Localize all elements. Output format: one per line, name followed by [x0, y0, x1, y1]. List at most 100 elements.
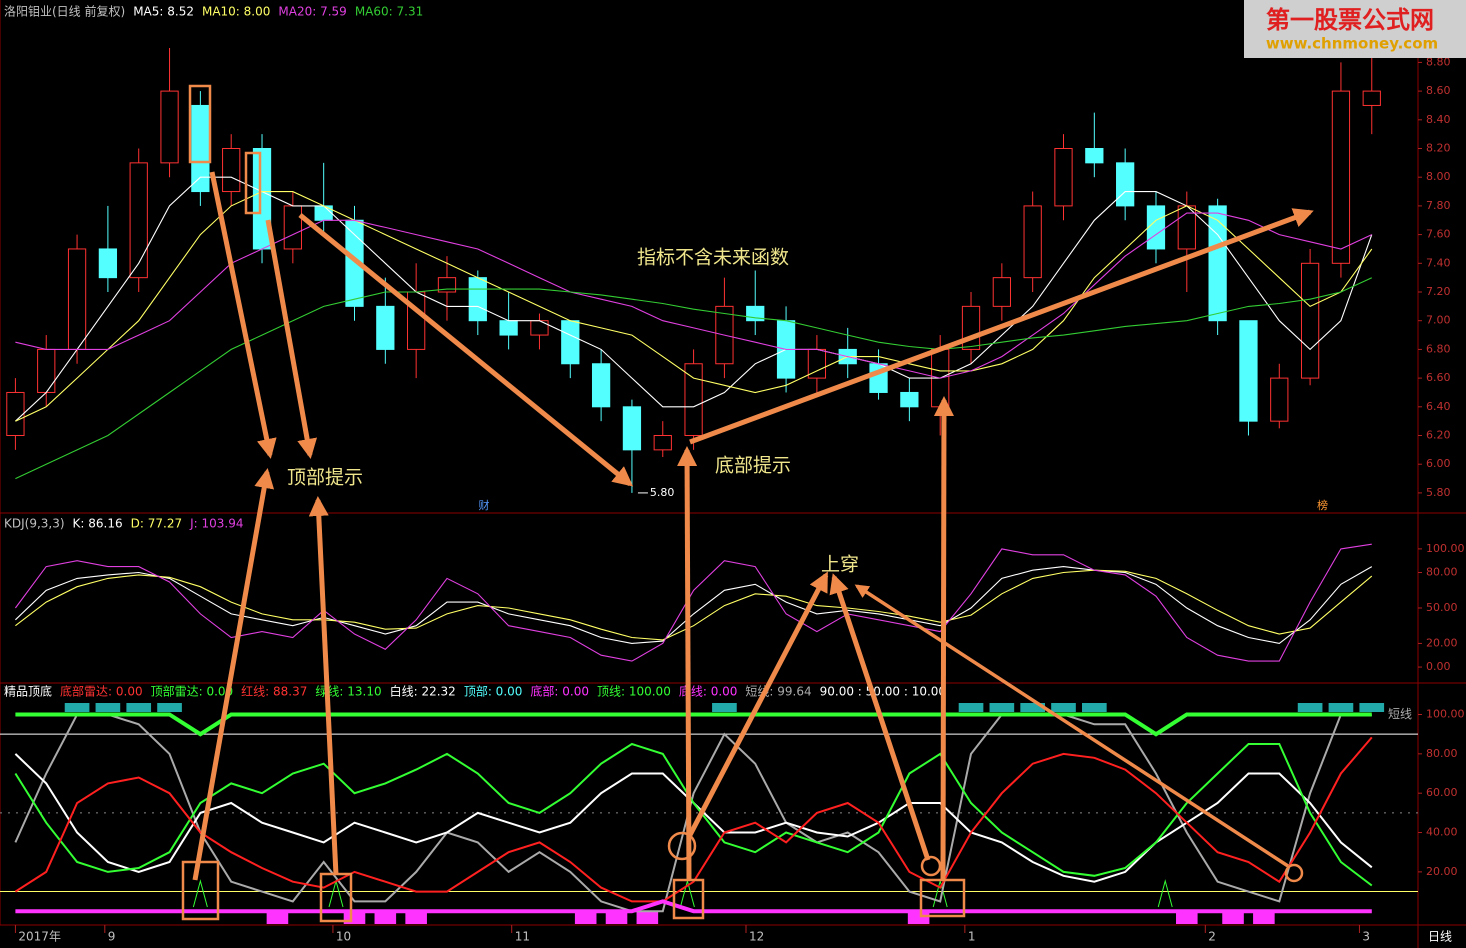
y-tick-label: 7.00	[1426, 314, 1451, 327]
y-tick-label: 20.00	[1426, 865, 1458, 878]
y-tick-label: 7.20	[1426, 285, 1451, 298]
candle-body	[1085, 148, 1104, 164]
annotation: 顶部提示	[287, 467, 363, 489]
top-radar-block	[1051, 703, 1076, 712]
y-tick-label: 6.00	[1426, 457, 1451, 470]
candle-body	[376, 305, 395, 350]
watermark-box	[1244, 0, 1466, 58]
event-marker: 财	[478, 498, 489, 512]
bottom-radar-block	[1253, 912, 1275, 924]
candle-body	[591, 363, 611, 408]
arrow	[265, 219, 318, 459]
series-line	[14, 713, 1372, 913]
candle-body	[407, 291, 426, 350]
arrow	[829, 573, 931, 861]
legend-entry: 90.00 : 50.00 : 10.00	[820, 685, 946, 699]
candle-body	[961, 305, 981, 350]
panel-title: 洛阳钼业(日线 前复权)	[4, 4, 125, 19]
short-label: 短线	[1388, 707, 1412, 721]
series-line	[14, 736, 1373, 903]
panel-title: KDJ(9,3,3)	[4, 517, 65, 531]
box	[188, 84, 212, 164]
candle-body	[561, 320, 580, 365]
legend-entry: J: 103.94	[189, 517, 243, 531]
candle-body	[900, 391, 919, 408]
top-radar-block	[64, 703, 90, 712]
y-tick-label: 40.00	[1426, 826, 1458, 839]
candle-body	[191, 104, 210, 193]
y-tick-label: 80.00	[1426, 747, 1458, 760]
signal-triangle	[192, 879, 208, 908]
candle-body	[314, 205, 333, 221]
arrow	[689, 208, 1314, 445]
y-tick-label: 0.00	[1426, 660, 1451, 673]
bottom-radar-block	[374, 912, 397, 924]
candle-body	[129, 162, 148, 279]
y-tick-label: 8.00	[1426, 170, 1451, 183]
legend-entry: 白线: 22.32	[390, 684, 456, 699]
y-tick-label: 100.00	[1426, 542, 1465, 555]
x-tick-label: 2017年	[18, 930, 61, 944]
legend-entry: MA10: 8.00	[202, 5, 270, 19]
candle-body	[622, 406, 642, 451]
y-tick-label: 8.40	[1426, 113, 1451, 126]
legend-entry: 底部雷达: 0.00	[60, 684, 143, 699]
y-tick-label: 7.40	[1426, 256, 1451, 269]
top-radar-block	[1328, 703, 1354, 712]
legend-entry: 绿线: 13.10	[315, 684, 381, 699]
candle-body	[468, 277, 487, 322]
candle-body	[1208, 205, 1227, 322]
arrow	[854, 584, 1289, 868]
y-tick-label: 100.00	[1426, 708, 1465, 721]
candle-body	[160, 90, 179, 164]
candle-body	[437, 277, 457, 293]
low-marker-label: 5.80	[650, 486, 675, 499]
annotation: 底部提示	[715, 455, 791, 477]
annotation: 指标不含未来函数	[637, 247, 789, 269]
y-tick-label: 6.40	[1426, 400, 1451, 413]
x-tick-label: 11	[515, 930, 530, 944]
x-tick-label: 2	[1208, 930, 1216, 944]
candle-body	[283, 205, 302, 250]
y-tick-label: 20.00	[1426, 636, 1458, 649]
candle-body	[6, 391, 25, 437]
y-tick-label: 6.80	[1426, 342, 1451, 355]
top-radar-block	[95, 703, 121, 712]
y-tick-label: 8.80	[1426, 55, 1451, 68]
arrow	[933, 396, 954, 881]
candle-body	[67, 248, 87, 350]
annotation: 上穿	[821, 554, 859, 576]
event-marker: 榜	[1317, 498, 1328, 512]
y-tick-label: 7.80	[1426, 199, 1451, 212]
circle	[920, 855, 942, 877]
candle-body	[1054, 148, 1073, 207]
y-tick-label: 60.00	[1426, 786, 1458, 799]
candle-body	[653, 435, 672, 451]
arrow	[677, 446, 698, 881]
candle-body	[1177, 205, 1196, 250]
circle	[667, 831, 697, 861]
annotation-shapes	[181, 84, 1314, 923]
x-tick-label: 10	[336, 930, 351, 944]
candle-body	[222, 148, 241, 193]
legend-entry: MA5: 8.52	[133, 5, 194, 19]
bottom-radar-block	[605, 912, 628, 924]
top-radar-block	[1020, 703, 1046, 712]
series-line	[14, 742, 1373, 887]
candle-body	[37, 348, 56, 393]
series-line	[15, 212, 1373, 379]
candle-body	[1362, 90, 1381, 106]
candle-body	[992, 277, 1011, 307]
legend-entry: 顶部: 0.00	[464, 684, 523, 699]
bottom-radar-block	[1222, 912, 1244, 924]
panel-title: 精品顶底	[4, 684, 52, 699]
bottom-radar-block	[636, 912, 659, 924]
arrow	[209, 171, 277, 459]
signal-triangle	[1157, 879, 1173, 908]
y-tick-label: 5.80	[1426, 486, 1451, 499]
legend-entry: 底线: 0.00	[679, 684, 738, 699]
y-tick-label: 6.20	[1426, 429, 1451, 442]
top-radar-block	[712, 703, 737, 712]
